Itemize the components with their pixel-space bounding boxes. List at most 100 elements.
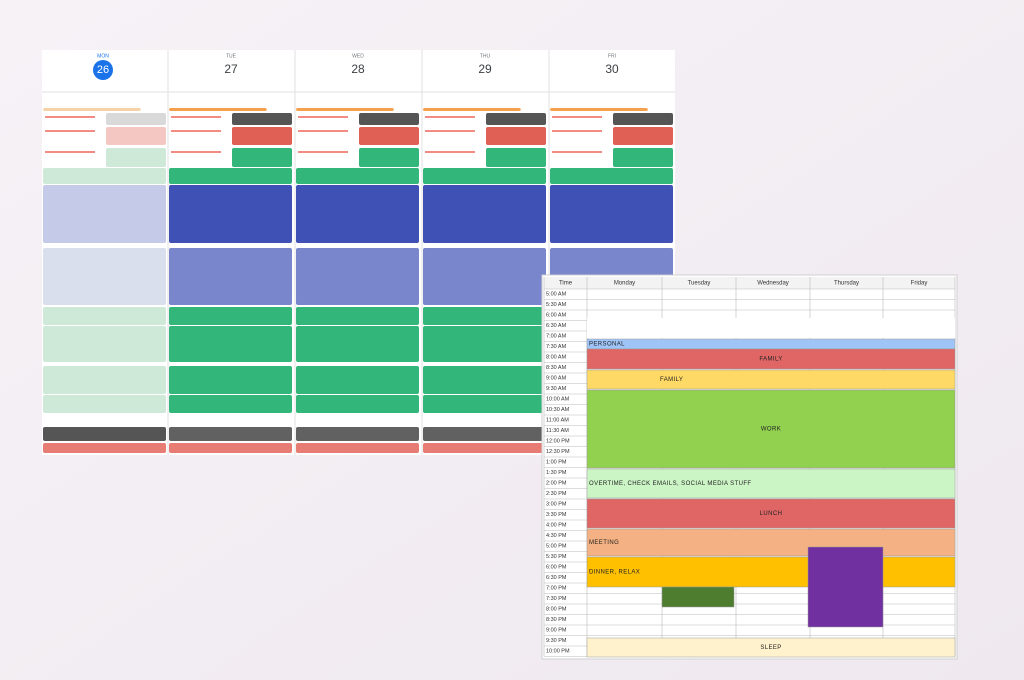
event	[423, 326, 546, 362]
time-label: 6:30 AM	[546, 323, 567, 329]
event	[296, 395, 419, 413]
day-number: 29	[478, 62, 492, 76]
event	[169, 168, 292, 184]
time-label: 1:30 PM	[546, 470, 567, 476]
event	[296, 185, 419, 243]
event	[486, 148, 546, 167]
block-label: DINNER, RELAX	[589, 570, 640, 576]
event	[169, 108, 267, 111]
column-header: Friday	[911, 281, 928, 287]
schedule-block	[586, 637, 956, 658]
block-label: WORK	[761, 427, 781, 433]
event	[43, 185, 166, 243]
schedule-block	[807, 546, 884, 628]
event	[43, 248, 166, 305]
day-name: WED	[352, 53, 364, 59]
column-header: Tuesday	[688, 281, 711, 287]
event	[106, 127, 166, 145]
column-header: Time	[559, 281, 573, 287]
time-label: 6:00 PM	[546, 565, 567, 571]
block-label: FAMILY	[660, 377, 683, 383]
time-label: 10:00 AM	[546, 397, 570, 403]
event-line	[552, 130, 602, 132]
block-label: MEETING	[589, 540, 619, 546]
event-line	[552, 151, 602, 153]
event	[550, 108, 648, 111]
day-number: 28	[351, 62, 365, 76]
event	[359, 148, 419, 167]
event	[423, 307, 546, 325]
event	[296, 443, 419, 453]
event	[43, 108, 141, 111]
time-label: 5:30 AM	[546, 302, 567, 308]
time-label: 8:00 AM	[546, 355, 567, 361]
event-line	[171, 116, 221, 118]
time-label: 6:30 PM	[546, 575, 567, 581]
event-line	[298, 151, 348, 153]
time-label: 12:00 PM	[546, 439, 570, 445]
event	[296, 326, 419, 362]
time-label: 5:30 PM	[546, 554, 567, 560]
time-label: 2:00 PM	[546, 481, 567, 487]
day-name: FRI	[608, 53, 616, 59]
event	[43, 395, 166, 413]
event	[169, 185, 292, 243]
time-label: 7:30 PM	[546, 596, 567, 602]
event	[169, 395, 292, 413]
time-label: 9:30 PM	[546, 638, 567, 644]
event	[613, 113, 673, 125]
block-label: PERSONAL	[589, 342, 625, 348]
time-label: 12:30 PM	[546, 449, 570, 455]
event-line	[171, 130, 221, 132]
event	[169, 326, 292, 362]
event	[423, 443, 546, 453]
event	[550, 168, 673, 184]
event	[43, 366, 166, 394]
event-line	[45, 151, 95, 153]
event-line	[425, 116, 475, 118]
event	[43, 443, 166, 453]
schedule-block	[661, 586, 735, 608]
spreadsheet: Time Monday Tuesday Wednesday Thursday Friday…	[543, 277, 956, 658]
column-header: Thursday	[834, 281, 859, 287]
event	[423, 366, 546, 394]
day-name: THU	[480, 53, 491, 59]
event-line	[425, 151, 475, 153]
event	[486, 127, 546, 145]
time-label: 1:00 PM	[546, 460, 567, 466]
event	[359, 127, 419, 145]
time-label: 10:30 AM	[546, 407, 570, 413]
event	[232, 127, 292, 145]
event	[613, 148, 673, 167]
event	[169, 443, 292, 453]
schedule-block	[586, 468, 956, 499]
time-label: 7:30 AM	[546, 344, 567, 350]
time-label: 9:30 AM	[546, 386, 567, 392]
event	[423, 185, 546, 243]
event	[106, 148, 166, 167]
event	[423, 168, 546, 184]
block-label: LUNCH	[760, 511, 783, 517]
time-label: 5:00 PM	[546, 544, 567, 550]
time-label: 6:00 AM	[546, 313, 567, 319]
event	[296, 427, 419, 441]
time-label: 7:00 PM	[546, 586, 567, 592]
event-line	[298, 116, 348, 118]
block-label: OVERTIME, CHECK EMAILS, SOCIAL MEDIA STU…	[589, 481, 752, 487]
schedule-block	[586, 528, 956, 557]
event	[296, 248, 419, 305]
event	[43, 427, 166, 441]
event	[106, 113, 166, 125]
time-label: 3:00 PM	[546, 502, 567, 508]
time-label: 4:00 PM	[546, 523, 567, 529]
time-label: 2:30 PM	[546, 491, 567, 497]
event-line	[552, 116, 602, 118]
column-header: Monday	[614, 281, 635, 287]
schedule-block	[586, 556, 956, 588]
event	[169, 427, 292, 441]
schedule-block	[586, 389, 956, 469]
event	[232, 148, 292, 167]
day-number: 26	[97, 64, 109, 76]
